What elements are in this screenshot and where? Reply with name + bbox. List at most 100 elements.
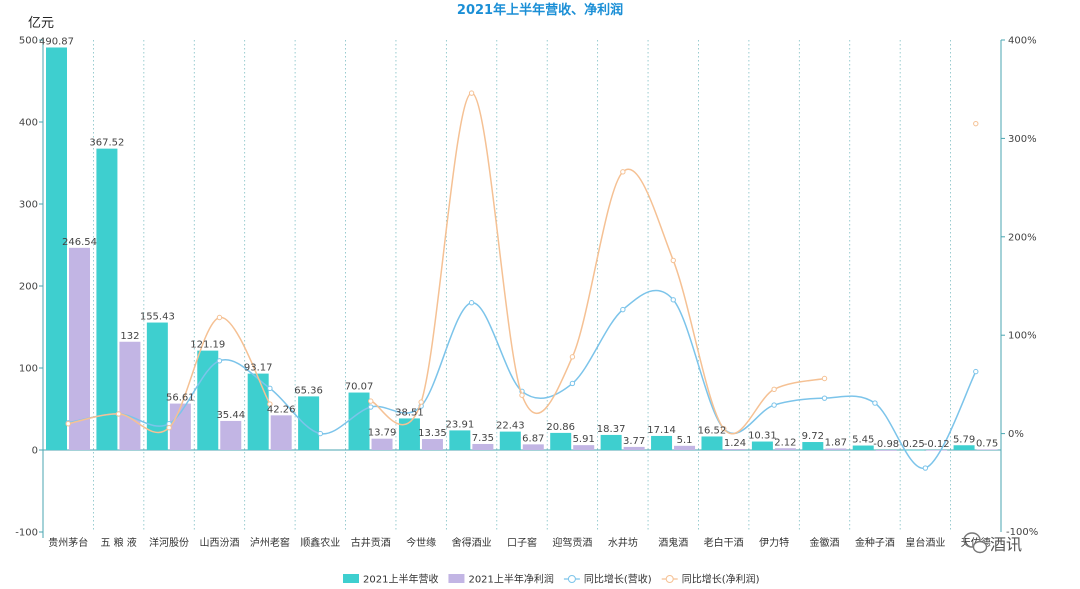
legend[interactable]: 2021上半年营收 2021上半年净利润 同比增长(营收) 同比增长(净利润) bbox=[343, 573, 760, 586]
net-profit-bar bbox=[119, 341, 141, 450]
y-tick-label: 500 bbox=[19, 36, 38, 47]
net-profit-bar bbox=[421, 439, 443, 450]
net-profit-bar bbox=[472, 443, 494, 450]
revenue-bar bbox=[600, 434, 622, 450]
net-profit-growth-point bbox=[973, 120, 979, 127]
revenue-data-label: 0.25 bbox=[903, 439, 925, 450]
net-profit-bar bbox=[976, 449, 998, 450]
category-label: 金种子酒 bbox=[855, 536, 895, 549]
net-profit-data-label: 1.87 bbox=[825, 437, 847, 448]
y-tick-label: 0 bbox=[32, 446, 38, 457]
net-profit-growth-point bbox=[267, 401, 273, 407]
revenue-growth-point bbox=[620, 306, 626, 313]
y2-bottom-label: -100% bbox=[1006, 527, 1038, 538]
net-profit-data-label: 13.79 bbox=[368, 428, 397, 439]
category-label: 五 粮 液 bbox=[100, 536, 136, 549]
net-profit-bar bbox=[926, 450, 948, 451]
revenue-bar bbox=[802, 442, 824, 450]
net-profit-data-label: 1.24 bbox=[724, 438, 746, 449]
net-profit-data-label: 5.1 bbox=[677, 435, 693, 446]
net-profit-growth-point bbox=[166, 424, 172, 431]
net-profit-growth-point bbox=[115, 411, 122, 417]
wechat-icon bbox=[963, 532, 988, 554]
net-profit-growth-point bbox=[368, 398, 374, 404]
legend-item[interactable]: 2021上半年营收 bbox=[343, 573, 438, 586]
category-label: 酒鬼酒 bbox=[658, 536, 688, 549]
legend-item[interactable]: 同比增长(营收) bbox=[563, 573, 652, 586]
net-profit-growth-point bbox=[418, 399, 424, 405]
revenue-growth-point bbox=[267, 385, 273, 392]
net-profit-data-label: -0.98 bbox=[873, 439, 899, 450]
net-profit-data-label: 35.44 bbox=[216, 410, 245, 421]
net-profit-data-label: 6.87 bbox=[522, 433, 544, 444]
category-label: 今世缘 bbox=[406, 536, 436, 549]
net-profit-growth-point bbox=[519, 392, 525, 398]
y2-tick-label: 100% bbox=[1008, 331, 1037, 342]
legend-swatch bbox=[343, 574, 359, 583]
revenue-bar bbox=[651, 435, 673, 450]
watermark: 酒讯 bbox=[963, 532, 1022, 554]
revenue-growth-point bbox=[670, 297, 676, 303]
legend-item[interactable]: 同比增长(净利润) bbox=[661, 573, 760, 586]
revenue-growth-point bbox=[973, 368, 979, 375]
net-profit-data-label: 42.26 bbox=[267, 404, 296, 415]
revenue-data-label: 10.31 bbox=[748, 431, 777, 442]
net-profit-bar bbox=[774, 448, 796, 450]
grid-lines bbox=[93, 40, 951, 532]
net-profit-data-label: 3.77 bbox=[623, 436, 645, 447]
revenue-data-label: 65.36 bbox=[294, 385, 323, 396]
category-labels: 贵州茅台五 粮 液洋河股份 山西汾酒 泸州老窖 顺鑫农业 古井贡酒 今世缘 舍得酒业 口子窖 迎… bbox=[48, 536, 991, 549]
revenue-bar bbox=[449, 430, 471, 450]
revenue-data-label: 93.17 bbox=[244, 363, 273, 374]
revenue-bar bbox=[953, 445, 975, 450]
net-profit-bar bbox=[674, 445, 696, 450]
category-label: 古井贡酒 bbox=[351, 536, 391, 549]
category-label: 舍得酒业 bbox=[452, 536, 492, 549]
net-profit-growth-point bbox=[65, 421, 71, 427]
net-profit-bar bbox=[169, 403, 191, 450]
net-profit-bar bbox=[522, 444, 544, 450]
y-tick-label: 400 bbox=[19, 118, 38, 129]
net-profit-data-label: 56.61 bbox=[166, 393, 195, 404]
axes: -100 0 100 200 300 400 500 0% 100% 200% 300% 400% -1… bbox=[15, 36, 1038, 539]
revenue-growth-point bbox=[922, 465, 929, 471]
revenue-bar bbox=[298, 396, 320, 450]
legend-item[interactable]: 2021上半年净利润 bbox=[448, 573, 554, 586]
y2-tick-label: 300% bbox=[1008, 134, 1037, 145]
legend-label: 同比增长(净利润) bbox=[682, 573, 760, 586]
revenue-bar bbox=[903, 449, 925, 451]
legend-swatch bbox=[448, 574, 465, 583]
revenue-bar bbox=[146, 322, 168, 450]
revenue-bar bbox=[247, 373, 269, 450]
revenue-data-label: 23.91 bbox=[446, 419, 475, 430]
net-profit-bar bbox=[69, 247, 90, 450]
revenue-data-label: 5.79 bbox=[953, 434, 975, 445]
revenue-growth-point bbox=[317, 430, 324, 437]
legend-label: 2021上半年营收 bbox=[363, 573, 438, 586]
revenue-data-label: 16.52 bbox=[698, 425, 727, 436]
revenue-data-label: 17.14 bbox=[647, 425, 676, 436]
revenue-data-label: 367.52 bbox=[89, 138, 124, 149]
revenue-data-label: 20.86 bbox=[546, 422, 575, 433]
net-profit-data-label: 0.75 bbox=[976, 438, 998, 449]
legend-marker bbox=[665, 575, 674, 583]
category-label: 迎驾贡酒 bbox=[552, 537, 592, 549]
net-profit-data-label: -0.12 bbox=[924, 439, 950, 450]
line-layer bbox=[65, 90, 979, 471]
revenue-data-label: 18.37 bbox=[597, 424, 626, 435]
y-tick-label: 100 bbox=[19, 364, 38, 375]
revenue-data-label: 5.45 bbox=[852, 435, 874, 446]
revenue-bar bbox=[499, 431, 521, 450]
bar-layer bbox=[46, 47, 998, 451]
net-profit-growth-point bbox=[771, 386, 777, 393]
y-tick-label: -100 bbox=[15, 528, 38, 539]
category-label: 贵州茅台 bbox=[48, 536, 88, 549]
net-profit-bar bbox=[724, 448, 746, 450]
y2-tick-label: 0% bbox=[1008, 429, 1024, 440]
legend-label: 同比增长(营收) bbox=[584, 573, 652, 586]
chart-title: 2021年上半年营收、净利润 bbox=[457, 2, 623, 18]
category-label: 泸州老窖 bbox=[250, 536, 290, 549]
revenue-growth-point bbox=[821, 395, 828, 401]
